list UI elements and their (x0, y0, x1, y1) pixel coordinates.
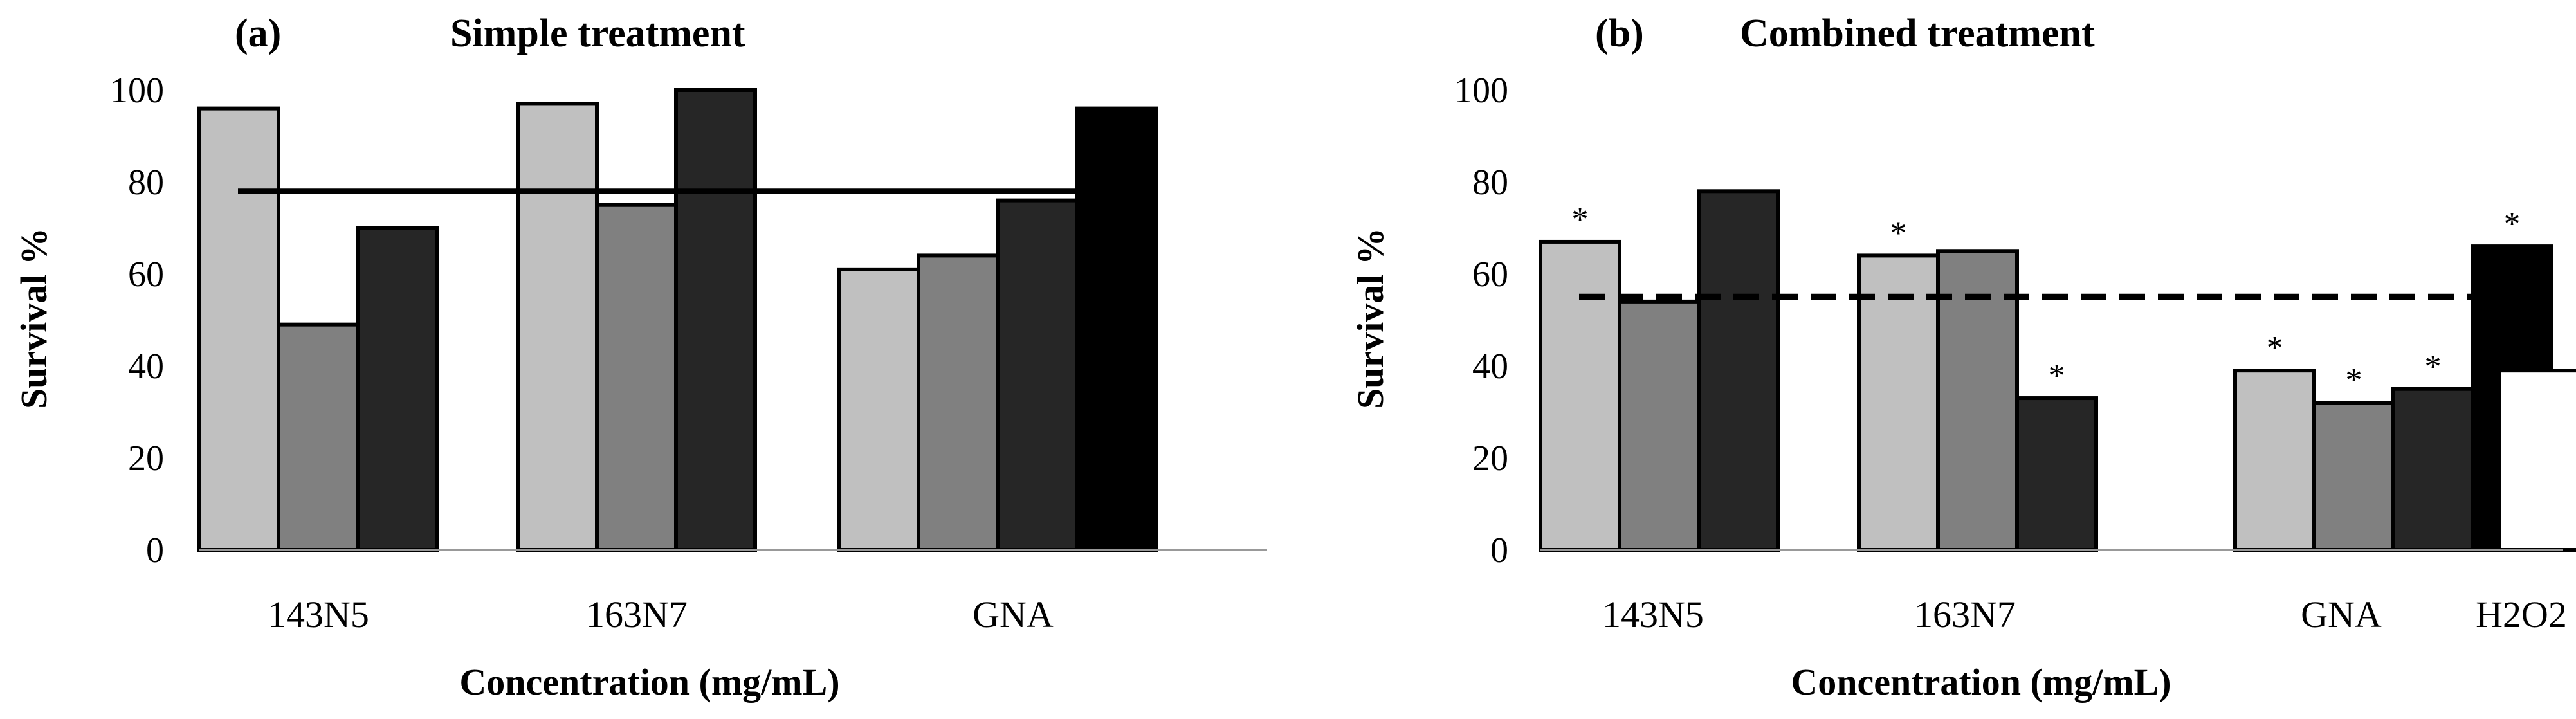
panel-a-bar (917, 253, 1000, 552)
panel-a: (a) Simple treatment Survival % 0 20 40 … (13, 12, 1267, 703)
panel-b-title: Combined treatment (1740, 12, 2095, 55)
panel-b-category-labels: 143N5 163N7 GNA H2O2 (1602, 594, 2567, 635)
panel-b-significance-star: * (1572, 201, 1589, 238)
panel-a-bar (837, 267, 920, 552)
panel-a-bar (674, 88, 757, 552)
panel-b-bar (2497, 369, 2576, 552)
panel-b-bars: * * * * * * * (1539, 189, 2576, 552)
panel-b-bar (2391, 387, 2474, 552)
panel-b-y-axis-title: Survival % (1349, 228, 1391, 409)
panel-b-x-axis-title: Concentration (mg/mL) (1791, 661, 2171, 703)
panel-b-label: (b) (1595, 12, 1644, 55)
panel-b-bar (2312, 401, 2395, 552)
panel-b-significance-star: * (2425, 349, 2442, 385)
panel-a-category-label: 163N7 (586, 594, 688, 635)
panel-a-ytick-label: 80 (128, 163, 164, 203)
panel-b-bar (1618, 299, 1701, 552)
panel-a-category-label: GNA (973, 594, 1054, 635)
panel-b-y-ticks: 0 20 40 60 80 100 (1454, 71, 1508, 570)
panel-b-ytick-label: 60 (1472, 255, 1508, 295)
panel-a-ytick-label: 40 (128, 347, 164, 387)
panel-a-category-labels: 143N5 163N7 GNA (268, 594, 1054, 635)
panel-a-title: Simple treatment (450, 12, 745, 55)
panel-a-bar (996, 198, 1079, 552)
panel-b-ytick-label: 100 (1454, 71, 1508, 111)
panel-a-bar (1075, 106, 1158, 552)
panel-b-category-label: 143N5 (1602, 594, 1704, 635)
panel-b-significance-star: * (1890, 215, 1907, 251)
panel-a-ytick-label: 20 (128, 439, 164, 478)
panel-b-bar (2233, 369, 2316, 552)
panel-a-bar (516, 102, 599, 552)
panel-b-category-label: GNA (2301, 594, 2382, 635)
panel-b-ytick-label: 80 (1472, 163, 1508, 203)
panel-b-significance-star: * (2267, 330, 2283, 367)
panel-a-label: (a) (235, 12, 281, 55)
panel-a-bars (197, 88, 1158, 552)
panel-b-ytick-label: 0 (1490, 531, 1508, 570)
panel-a-category-label: 143N5 (268, 594, 369, 635)
panel-b-ytick-label: 40 (1472, 347, 1508, 387)
panel-a-y-ticks: 0 20 40 60 80 100 (110, 71, 164, 570)
panel-a-ytick-label: 0 (146, 531, 164, 570)
panel-a-ytick-label: 100 (110, 71, 164, 111)
panel-b-significance-star: * (2049, 358, 2065, 394)
panel-b-ytick-label: 20 (1472, 439, 1508, 478)
panel-b: (b) Combined treatment Survival % 0 20 4… (1349, 12, 2576, 703)
panel-a-ytick-label: 60 (128, 255, 164, 295)
panel-a-bar (197, 106, 280, 552)
panel-b-category-label: H2O2 (2476, 594, 2567, 635)
panel-b-bar (2015, 396, 2098, 552)
panel-a-bar (595, 203, 678, 552)
panel-a-x-axis-title: Concentration (mg/mL) (459, 661, 839, 703)
panel-b-bar (1697, 189, 1780, 552)
panel-b-bar (1539, 239, 1621, 552)
panel-b-significance-star: * (2504, 206, 2521, 242)
panel-b-significance-star: * (2346, 362, 2362, 399)
panel-a-bar (277, 322, 360, 552)
panel-a-bar (356, 226, 439, 552)
panel-a-y-axis-title: Survival % (13, 228, 55, 409)
panel-b-category-label: 163N7 (1914, 594, 2016, 635)
